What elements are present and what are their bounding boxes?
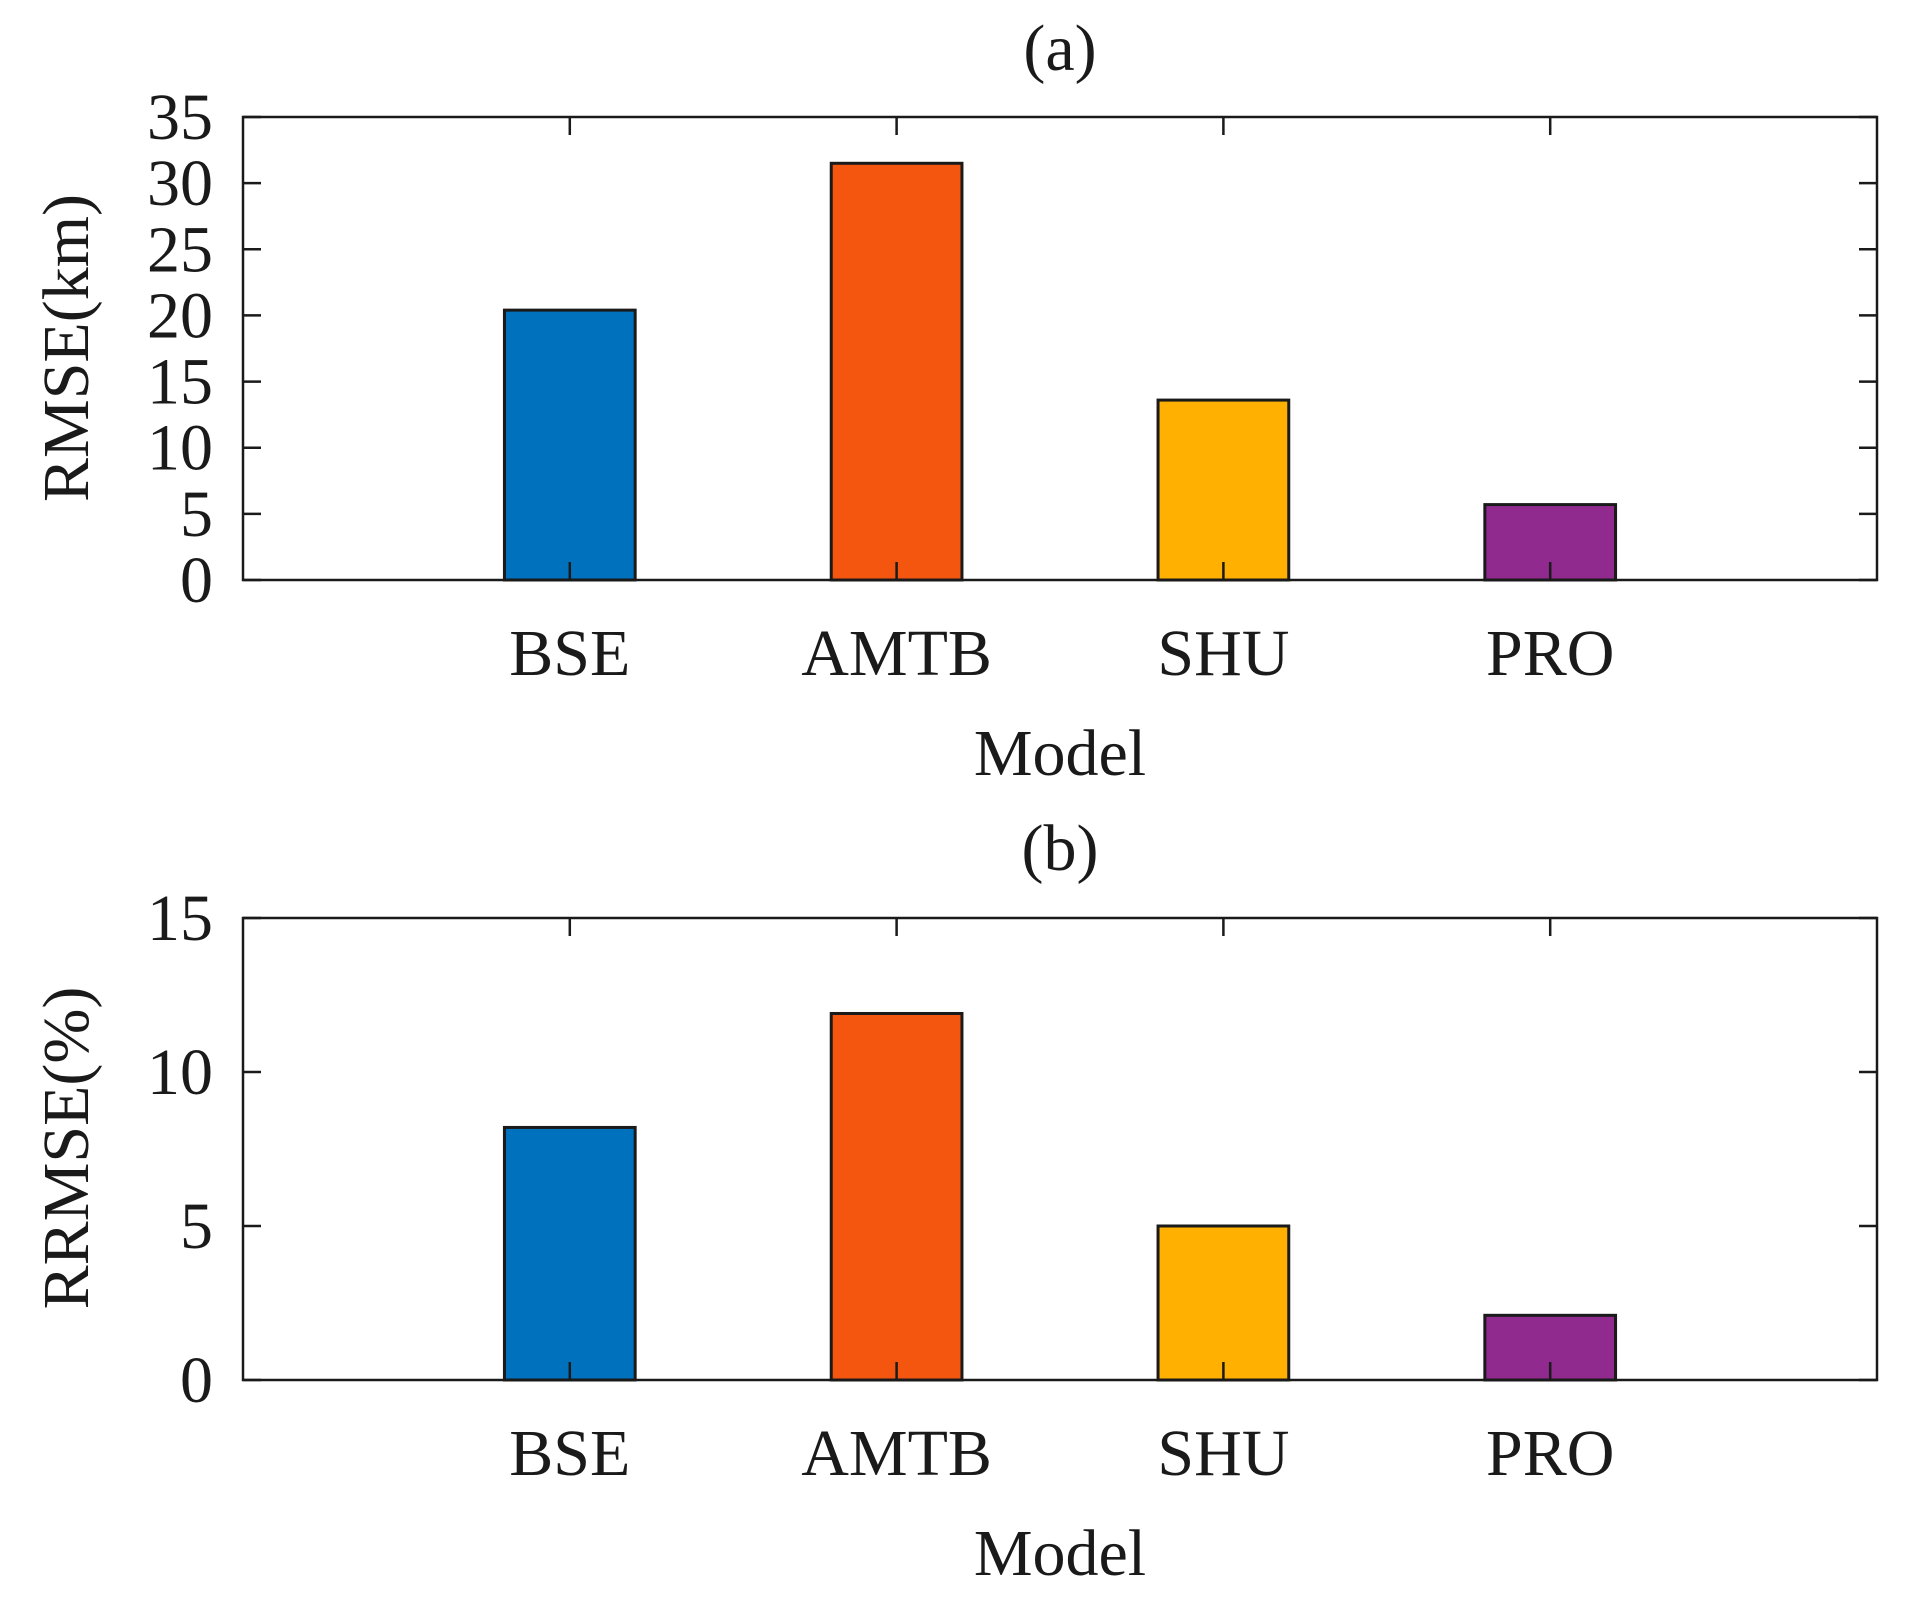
y-axis-label: RRMSE(%): [30, 987, 103, 1310]
bar-bse: [502, 308, 637, 582]
axes-frame: [241, 115, 1879, 582]
y-tick-label: 5: [180, 478, 213, 551]
y-tick-label: 0: [180, 544, 213, 617]
x-tick-label-shu: SHU: [1157, 1417, 1289, 1490]
x-tick-label-pro: PRO: [1486, 1417, 1614, 1490]
chart-title: (b): [1022, 812, 1099, 885]
x-tick-label-bse: BSE: [509, 1417, 630, 1490]
x-tick-label-shu: SHU: [1157, 617, 1289, 690]
chart-panel-b: (b) 0 5 10 15 BSE AMTB SHU PRO Model RRMSE(%): [30, 812, 1879, 1590]
y-tick-label: 30: [147, 147, 213, 220]
bar-bse: [502, 1125, 637, 1382]
y-tick-label: 25: [147, 213, 213, 286]
y-tick-label: 10: [147, 1036, 213, 1109]
axes-frame: [241, 916, 1879, 1382]
y-tick-label: 5: [180, 1190, 213, 1263]
y-tick-label: 10: [147, 412, 213, 485]
x-axis-label: Model: [974, 1517, 1146, 1590]
x-tick-label-bse: BSE: [509, 617, 630, 690]
bar-amtb: [829, 161, 964, 582]
chart-title: (a): [1023, 12, 1096, 85]
y-tick-label: 35: [147, 81, 213, 154]
y-axis-label: RMSE(km): [30, 194, 103, 502]
x-tick-label-pro: PRO: [1486, 617, 1614, 690]
y-tick-label: 15: [147, 882, 213, 955]
y-tick-label: 0: [180, 1344, 213, 1417]
x-tick-label-amtb: AMTB: [801, 617, 992, 690]
y-tick-label: 15: [147, 346, 213, 419]
bar-shu: [1156, 398, 1291, 582]
plot-area: 0 5 10 15 BSE AMTB SHU PRO: [147, 882, 1879, 1490]
x-tick-label-amtb: AMTB: [801, 1417, 992, 1490]
bar-shu: [1156, 1224, 1291, 1382]
y-tick-label: 20: [147, 279, 213, 352]
bar-amtb: [829, 1011, 964, 1382]
x-axis-label: Model: [974, 717, 1146, 790]
